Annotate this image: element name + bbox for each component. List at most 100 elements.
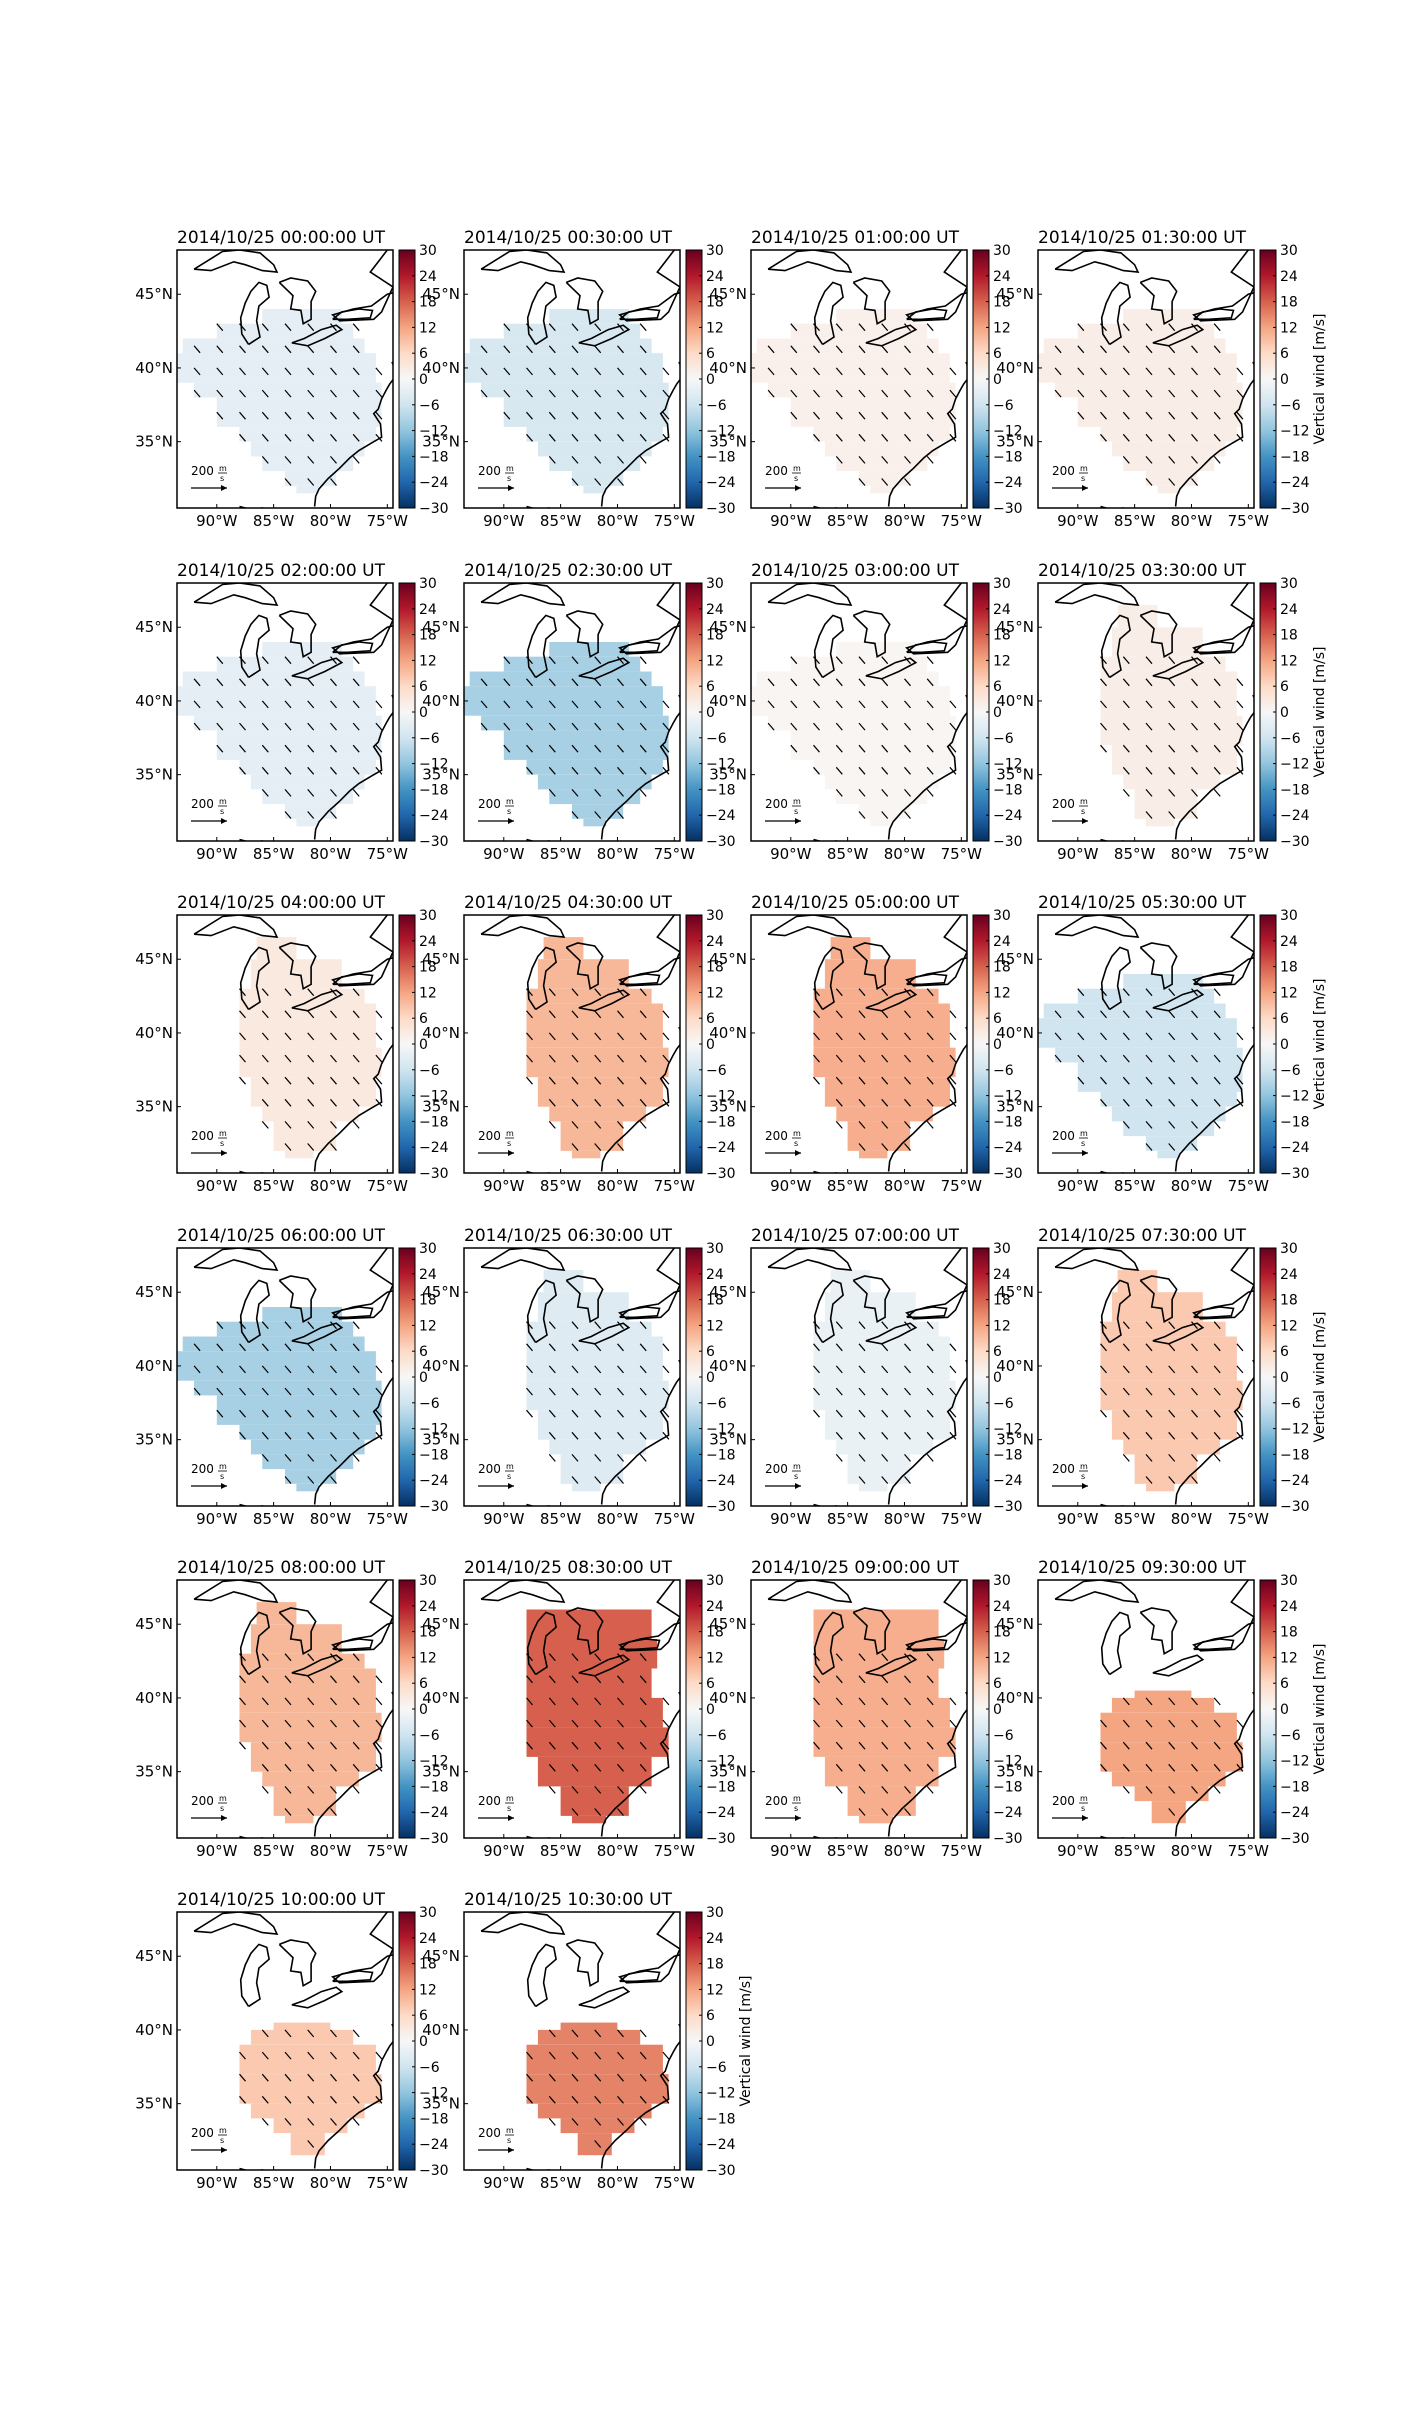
colorbar-tick-label: −18 [1280,1447,1310,1463]
scale-key-unit-num: m [506,1462,514,1471]
wind-arrow [1145,1763,1153,1772]
wind-arrow [617,744,624,753]
wind-arrow [858,678,866,687]
lat-tick-label: 45°N [422,950,460,968]
colorbar-tick-label: 12 [706,1982,724,1998]
wind-arrow [617,2051,624,2060]
data-region-cell [177,686,376,716]
wind-arrow [526,1697,533,1706]
colorbar-tick-label: −18 [993,1447,1023,1463]
colorbar-tick-label: 30 [993,1241,1011,1257]
wind-arrow [571,2051,579,2060]
wind-arrow [835,988,843,997]
wind-arrow [1213,1763,1221,1772]
wind-arrow [571,2118,579,2126]
wind-arrow [307,1808,315,1816]
colorbar-tick-label: 6 [1280,1011,1289,1027]
coastline [565,1275,604,1323]
scale-key-unit-num: m [793,797,801,806]
colorbar-tick-label: 30 [993,1573,1011,1589]
scale-key-unit-den: s [507,1804,511,1813]
wind-arrow [352,1121,360,1129]
colorbar-label: Vertical wind [m/s] [738,1976,754,2107]
wind-arrow [261,2029,269,2038]
coastline [813,281,844,346]
wind-arrow [1213,1076,1221,1085]
colorbar-tick-label: 30 [706,1573,724,1589]
wind-arrow [571,1098,579,1107]
wind-arrow [904,1143,911,1151]
wind-arrow [904,656,911,665]
wind-arrow [307,2118,315,2126]
wind-arrow [835,1098,843,1107]
colorbar-tick-label: 24 [706,1931,724,1947]
lat-tick-label: 45°N [996,618,1034,636]
wind-arrow [216,1321,224,1330]
wind-arrow [858,1808,866,1816]
wind-arrow [307,411,315,420]
wind-arrow [1168,1741,1176,1750]
wind-arrow [548,1387,556,1396]
wind-arrow [571,1143,579,1151]
coastline [887,1359,967,1505]
coastline [852,277,891,325]
colorbar-tick-label: 24 [706,1599,724,1615]
data-region-cell [273,1121,337,1151]
wind-arrow [375,1098,383,1107]
wind-arrow [617,456,624,464]
wind-arrow [904,700,911,709]
coastline [887,361,967,507]
wind-arrow [617,1763,624,1772]
wind-arrow [949,700,957,709]
wind-arrow [239,345,246,354]
coastline [1174,361,1254,507]
scale-key-arrowhead [508,1483,514,1489]
wind-arrow [617,345,624,354]
wind-arrow [239,1431,246,1440]
scale-key-unit-den: s [1081,1472,1085,1481]
wind-arrow [594,1763,602,1772]
wind-arrow [526,2073,533,2082]
wind-arrow [949,389,957,398]
data-region-cell [194,382,382,398]
wind-arrow [330,1808,337,1816]
wind-arrow [571,1697,579,1706]
wind-arrow [881,1121,889,1129]
wind-arrow [330,1076,337,1085]
wind-arrow [1168,1143,1176,1151]
panel-title: 2014/10/25 05:00:00 UT [751,893,960,913]
wind-arrow [548,1321,556,1330]
coastline [239,1611,270,1676]
wind-arrow [1213,1431,1221,1440]
colorbar-tick-label: −6 [706,2060,727,2076]
wind-arrow [1145,811,1153,819]
wind-arrow [594,1054,602,1063]
wind-arrow [904,367,911,376]
wind-arrow [881,1697,889,1706]
wind-arrow [881,1719,889,1728]
wind-arrow [594,1431,602,1440]
scale-key-unit-den: s [507,474,511,483]
wind-arrow [1191,766,1198,775]
wind-arrow [526,1741,533,1750]
scale-key-value: 200 [191,1462,214,1476]
wind-arrow [617,433,624,442]
lat-tick-label: 35°N [996,1763,1034,1781]
wind-arrow [594,1076,602,1085]
wind-arrow [1122,1054,1130,1063]
wind-arrow [375,2051,383,2060]
wind-arrow [284,744,292,753]
wind-arrow [284,656,292,665]
colorbar-tick-label: 18 [993,960,1011,976]
wind-arrow [617,478,624,486]
wind-arrow [1122,367,1130,376]
data-region-cell [824,441,939,457]
lon-tick-label: 90°W [770,845,812,863]
wind-arrow [548,2095,556,2104]
scale-key-arrowhead [508,1815,514,1821]
lat-tick-label: 45°N [422,1947,460,1965]
wind-arrow [858,1409,866,1418]
data-region-cell [824,959,916,989]
